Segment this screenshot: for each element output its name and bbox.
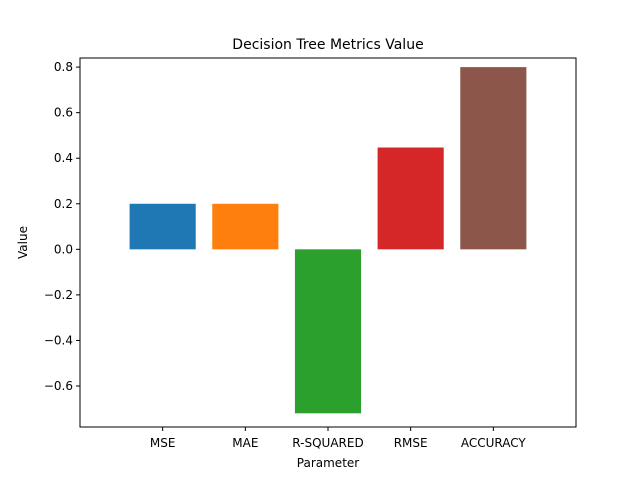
y-tick-label: 0.0: [54, 242, 73, 256]
bar-mse: [129, 203, 196, 250]
x-tick-label: MSE: [150, 436, 176, 450]
chart-title: Decision Tree Metrics Value: [232, 37, 423, 53]
plot-frame: [79, 57, 577, 428]
x-tick-label: ACCURACY: [461, 436, 527, 450]
x-tick-label: RMSE: [394, 436, 428, 450]
y-tick-label: 0.6: [54, 106, 73, 120]
x-tick-label: MAE: [232, 436, 258, 450]
y-tick-label: −0.2: [44, 288, 73, 302]
bar-rmse: [377, 147, 444, 250]
bar-mae: [212, 203, 279, 250]
x-axis-ticks: MSE MAE R-SQUARED RMSE ACCURACY: [150, 427, 527, 450]
y-axis-label: Value: [16, 226, 30, 259]
y-axis-ticks: −0.6 −0.4 −0.2 0.0 0.2 0.4 0.6 0.8: [44, 60, 80, 393]
x-axis-label: Parameter: [297, 456, 359, 470]
y-tick-label: −0.4: [44, 333, 73, 347]
y-tick-label: 0.8: [54, 60, 73, 74]
y-tick-label: −0.6: [44, 379, 73, 393]
y-tick-label: 0.2: [54, 197, 73, 211]
bar-r-squared: [294, 249, 362, 414]
x-tick-label: R-SQUARED: [292, 436, 363, 450]
y-tick-label: 0.4: [54, 151, 73, 165]
bars-group: [129, 67, 527, 414]
bar-accuracy: [460, 67, 527, 250]
